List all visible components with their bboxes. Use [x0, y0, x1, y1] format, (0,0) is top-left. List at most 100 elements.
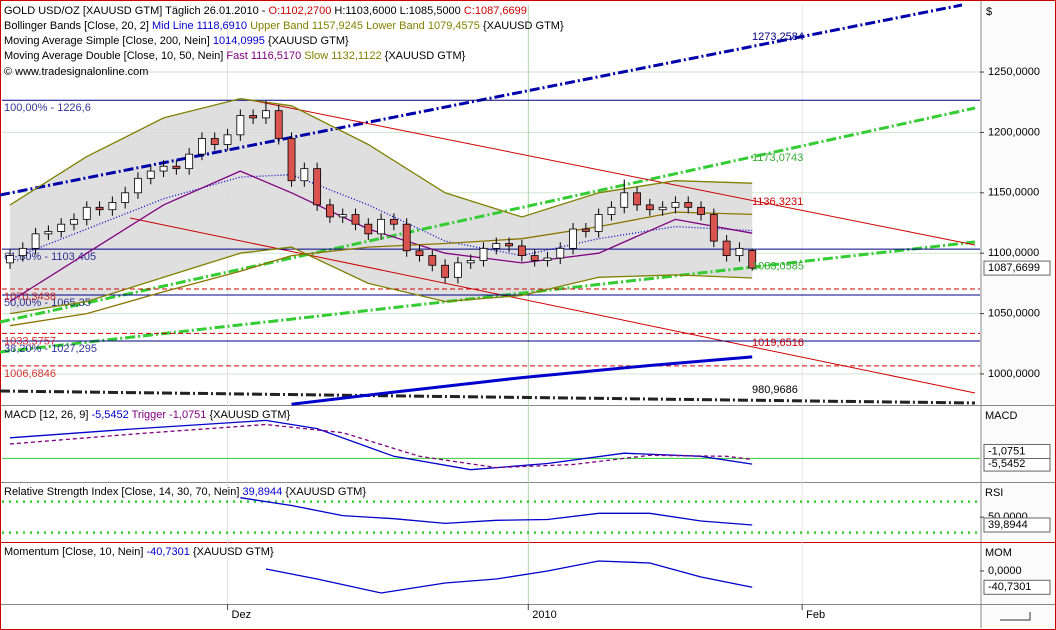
candle-body: [274, 110, 283, 139]
candle-body: [389, 218, 398, 225]
indicator-line: [240, 497, 753, 526]
candle-body: [569, 228, 577, 249]
candle-body: [607, 206, 616, 215]
indicator-line: [9, 419, 753, 471]
candle-body: [594, 214, 603, 232]
candle-body: [709, 214, 718, 242]
legend-series-name: Upper Band: [250, 20, 309, 32]
level-label: 1070,3438: [4, 291, 56, 303]
candle-body: [684, 202, 693, 208]
legend-text: GOLD USD/OZ [XAUUSD GTM] Täglich 26.01.2…: [4, 5, 266, 17]
candle-body: [18, 247, 27, 257]
candle-body: [31, 233, 40, 249]
copyright: © www.tradesignalonline.com: [4, 66, 148, 78]
axis-label: MACD: [985, 410, 1017, 422]
legend-series-value: 1118,6910: [197, 20, 247, 32]
y-tick-label: 1000,0000: [988, 368, 1040, 380]
y-tick-label: 1100,0000: [988, 247, 1039, 259]
legend-series-value: 1157,9245: [312, 20, 363, 32]
level-label: 50,00% - 1065,35: [4, 297, 91, 309]
candle-body: [543, 257, 552, 261]
axis-label: RSI: [985, 487, 1003, 499]
price-label: 1173,0743: [752, 152, 803, 164]
legend-line: GOLD USD/OZ [XAUUSD GTM] Täglich 26.01.2…: [4, 5, 527, 17]
candle-body: [262, 110, 270, 119]
candle-body: [633, 192, 641, 206]
legend-text: L:1085,5000: [400, 5, 461, 17]
candle-body: [505, 243, 513, 247]
candle-body: [402, 223, 411, 252]
price-label: 980,9686: [752, 384, 798, 396]
candle-body: [697, 206, 705, 215]
indicator-line: [265, 560, 753, 594]
legend-text: O:1102,2700: [269, 5, 332, 17]
trend-line: [249, 99, 976, 246]
y-tick-label: 1250,0000: [988, 66, 1040, 78]
legend-series-value: 1079,4575: [428, 20, 480, 32]
candle-body: [645, 204, 654, 211]
candle-body: [338, 214, 347, 218]
indicator-line: [9, 423, 753, 469]
candle-body: [146, 170, 155, 179]
indicator-line: [9, 246, 753, 315]
legend-series-name: Slow: [304, 50, 328, 62]
legend-text: Moving Average Simple [Close, 200, Nein]: [4, 35, 210, 47]
price-label: 1083,0585: [752, 261, 804, 273]
indicator-line: [291, 355, 753, 406]
legend-series-name: Trigger: [132, 409, 167, 421]
candle-body: [121, 192, 130, 203]
candle-body: [95, 206, 104, 211]
candle-body: [185, 153, 194, 170]
candle-body: [108, 202, 117, 211]
level-label: 100,00% - 1226,6: [4, 102, 91, 114]
indicator-line: [9, 174, 753, 260]
candle-body: [492, 243, 501, 249]
legend-series-name: Mid Line: [152, 20, 194, 32]
candle-body: [313, 168, 322, 206]
level-label: 38,20% - 1027,295: [4, 343, 97, 355]
indicator-line: [9, 211, 753, 327]
legend-line: Relative Strength Index [Close, 14, 30, …: [4, 486, 366, 498]
legend-text: Moving Average Double [Close, 10, 50, Ne…: [4, 50, 223, 62]
trend-line: [0, 389, 976, 405]
candle-body: [530, 255, 539, 261]
legend-source: {XAUUSD GTM}: [209, 409, 290, 421]
candle-body: [466, 260, 475, 264]
candle-body: [658, 206, 667, 211]
legend-series-value: 1116,5170: [251, 50, 301, 62]
value-box-label: -5,5452: [988, 458, 1025, 470]
corner-icon: [1000, 612, 1031, 621]
legend-text: H:1103,6000: [334, 5, 396, 17]
candle-body: [223, 134, 232, 145]
legend-series-value: 39,8944: [242, 486, 282, 498]
legend-text: C:1087,6699: [464, 5, 527, 17]
legend-line: Moving Average Double [Close, 10, 50, Ne…: [4, 50, 466, 62]
legend-series-value: -1,0751: [169, 409, 206, 421]
y-tick-label: 1150,0000: [988, 187, 1039, 199]
level-label: 1033,5757: [4, 335, 56, 347]
candle-body: [249, 115, 258, 119]
currency-label: $: [986, 6, 992, 18]
candle-body: [210, 138, 219, 145]
trend-line: [129, 217, 976, 394]
candle-body: [377, 218, 386, 235]
candle-body: [70, 218, 78, 225]
legend-text: Bollinger Bands [Close, 20, 2]: [4, 20, 149, 32]
candle-body: [300, 168, 309, 182]
candle-body: [428, 255, 437, 266]
level-label: 61,80% - 1103,405: [4, 251, 96, 263]
value-box: [983, 517, 1051, 533]
trend-line: [0, 106, 976, 324]
level-label: 1006,6846: [4, 368, 56, 380]
legend-series-value: 1014,0995: [213, 35, 265, 47]
candle-body: [134, 177, 142, 194]
legend-series-value: -40,7301: [146, 546, 189, 558]
legend-line: MACD [12, 26, 9] -5,5452 Trigger -1,0751…: [4, 409, 290, 421]
x-tick-label: Feb: [806, 609, 825, 621]
candle-body: [159, 165, 168, 172]
legend-series-name: Lower Band: [366, 20, 425, 32]
candle-body: [415, 250, 424, 257]
candle-body: [364, 223, 373, 235]
candle-body: [351, 214, 360, 225]
